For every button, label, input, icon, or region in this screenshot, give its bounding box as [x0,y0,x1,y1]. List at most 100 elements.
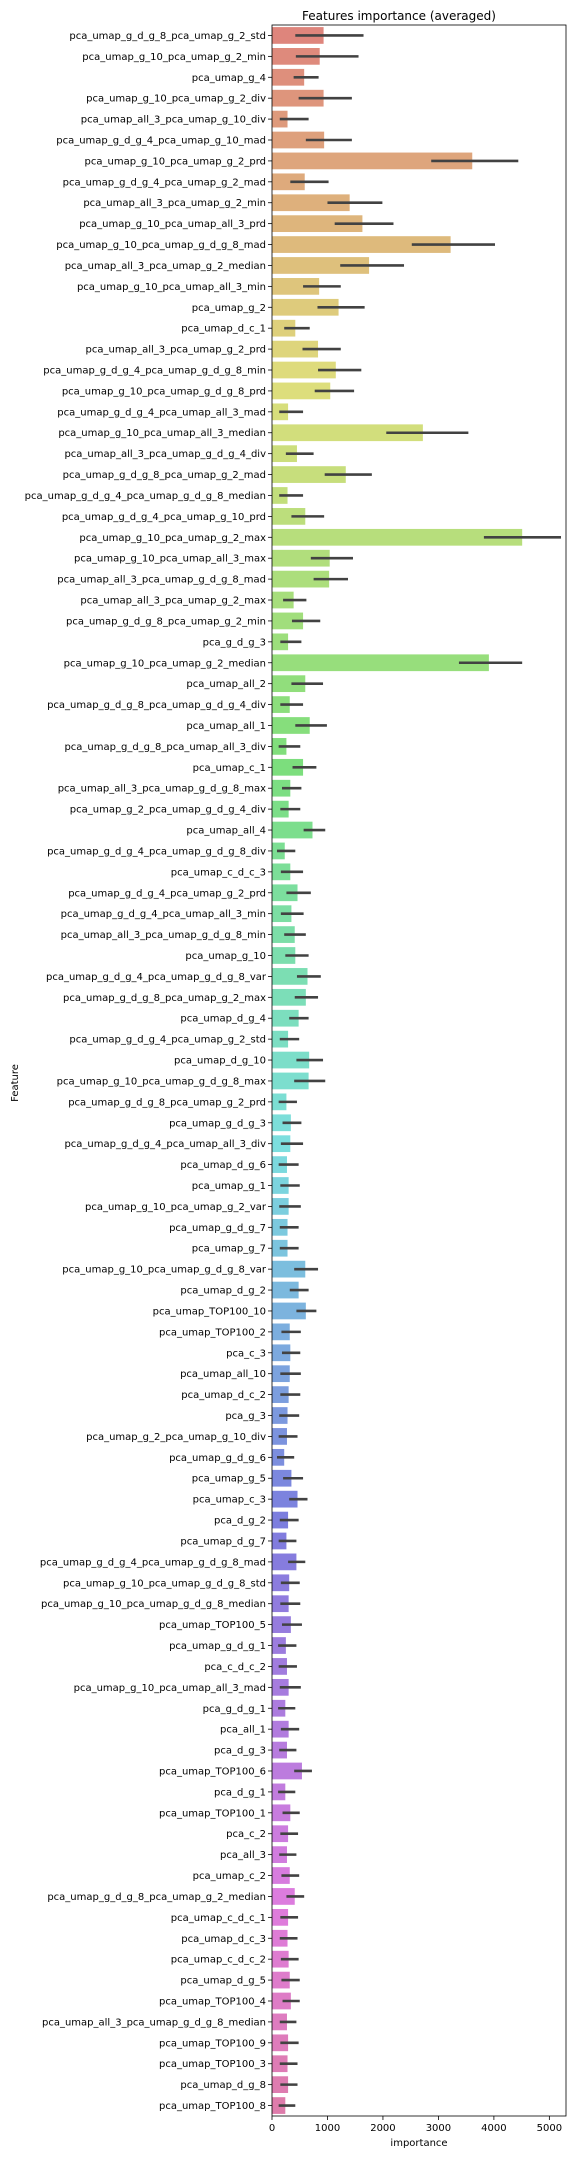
y-tick-label: pca_c_d_c_2 [204,1662,266,1673]
y-tick-label: pca_umap_g_d_g_4_pca_umap_all_3_mad [57,407,266,418]
x-tick-label: 5000 [537,2123,562,2134]
bar-pca_umap_g_10_pca_umap_all_3_prd [272,215,363,233]
bar-pca_umap_g_d_g_4_pca_umap_g_2_prd [272,884,298,902]
x-tick-label: 1000 [315,2123,340,2134]
y-tick-label: pca_umap_d_g_6 [180,1160,266,1171]
bar-pca_umap_c_d_c_1 [272,1908,289,1926]
y-tick-label: pca_d_g_3 [214,1746,266,1757]
bar-pca_all_1 [272,1720,289,1738]
bar-pca_umap_TOP100_5 [272,1616,291,1633]
y-tick-label: pca_umap_g_2_pca_umap_g_10_div [86,1432,266,1443]
y-tick-label: pca_umap_g_d_g_4_pca_umap_g_d_g_8_div [47,846,266,857]
y-tick-label: pca_umap_g_d_g_4_pca_umap_g_d_g_8_min [43,366,266,377]
y-tick-label: pca_umap_g_10_pca_umap_all_3_median [58,428,266,439]
bar-pca_umap_TOP100_1 [272,1804,291,1822]
y-tick-label: pca_umap_TOP100_2 [159,1327,266,1338]
plot-area: pca_umap_g_d_g_8_pca_umap_g_2_std pca_uma… [25,24,567,2134]
y-tick-label: pca_umap_g_d_g_8_pca_umap_g_d_g_4_div [47,700,266,711]
bar-pca_umap_d_g_10 [272,1051,310,1069]
bar-pca_g_d_g_3 [272,633,289,651]
y-tick-label: pca_umap_all_3_pca_umap_g_2_min [83,198,266,209]
bar-pca_umap_d_c_1 [272,319,296,337]
bar-pca_umap_g_10_pca_umap_g_d_g_8_std [272,1574,290,1592]
y-tick-label: pca_umap_d_g_8 [180,2080,266,2091]
y-tick-label: pca_all_3 [220,1850,266,1861]
y-tick-label: pca_umap_d_g_10 [174,1056,266,1067]
y-tick-label: pca_umap_TOP100_5 [159,1620,266,1631]
bar-pca_umap_all_3_pca_umap_g_2_prd [272,340,319,358]
bar-pca_umap_d_g_4 [272,1009,299,1027]
bar-pca_umap_all_3_pca_umap_g_2_min [272,194,350,212]
y-tick-label: pca_umap_all_3_pca_umap_g_10_div [81,115,266,126]
y-tick-label: pca_umap_d_c_2 [181,1390,266,1401]
bar-pca_c_3 [272,1344,291,1362]
y-tick-label: pca_umap_g_d_g_8_pca_umap_g_2_median [47,1892,266,1903]
y-tick-label: pca_umap_g_10_pca_umap_g_2_median [64,658,266,669]
y-tick-label: pca_umap_all_3_pca_umap_g_2_prd [86,345,266,356]
y-tick-label: pca_umap_all_3_pca_umap_g_d_g_8_mad [57,575,266,586]
bar-pca_umap_all_3_pca_umap_g_d_g_8_median [272,2013,287,2031]
y-tick-label: pca_g_d_g_3 [203,637,266,648]
y-tick-label: pca_umap_all_4 [186,826,266,837]
y-tick-label: pca_umap_g_1 [192,1181,266,1192]
bar-pca_umap_TOP100_6 [272,1762,302,1780]
bar-pca_umap_all_1 [272,717,310,734]
y-tick-label: pca_umap_TOP100_4 [159,1996,266,2007]
y-tick-label: pca_umap_g_d_g_6 [169,1453,266,1464]
bar-pca_umap_g_2 [272,298,339,316]
y-tick-label: pca_umap_g_10_pca_umap_g_2_max [79,533,266,544]
y-tick-label: pca_umap_g_d_g_4_pca_umap_g_d_g_8_mad [40,1557,266,1568]
bar-pca_umap_d_g_2 [272,1281,299,1299]
bar-pca_umap_g_d_g_4_pca_umap_g_d_g_8_var [272,968,308,985]
y-tick-label: pca_umap_all_10 [180,1369,266,1380]
bar-pca_umap_c_3 [272,1490,298,1508]
y-tick-label: pca_umap_g_2 [192,303,266,314]
y-tick-label: pca_umap_c_3 [193,1495,266,1506]
bar-pca_umap_g_10_pca_umap_g_d_g_8_mad [272,236,451,253]
bar-pca_umap_g_10 [272,947,296,964]
y-tick-label: pca_umap_d_g_2 [180,1286,266,1297]
y-tick-label: pca_umap_TOP100_9 [159,2038,266,2049]
y-tick-label: pca_umap_c_1 [193,763,266,774]
bar-pca_umap_TOP100_9 [272,2034,289,2052]
y-tick-label: pca_umap_g_10_pca_umap_all_3_min [77,282,266,293]
bar-pca_umap_all_3_pca_umap_g_d_g_4_div [272,445,297,463]
x-tick-label: 2000 [370,2123,395,2134]
y-tick-label: pca_umap_g_d_g_4_pca_umap_g_10_mad [56,136,266,147]
y-tick-label: pca_umap_all_3_pca_umap_g_2_max [80,596,266,607]
y-tick-label: pca_umap_g_10_pca_umap_all_3_prd [79,219,266,230]
y-tick-label: pca_umap_g_d_g_8_pca_umap_g_2_prd [68,1097,266,1108]
y-tick-label: pca_d_g_1 [214,1787,266,1798]
y-tick-label: pca_umap_g_d_g_4_pca_umap_g_2_mad [63,177,266,188]
bar-pca_umap_g_d_g_8_pca_umap_g_2_median [272,1888,295,1905]
y-tick-label: pca_umap_g_d_g_8_pca_umap_g_2_max [63,993,266,1004]
y-tick-label: pca_umap_all_3_pca_umap_g_2_median [65,261,266,272]
y-tick-label: pca_umap_g_d_g_8_pca_umap_g_2_min [66,616,266,627]
bar-pca_umap_g_4 [272,68,305,86]
y-tick-label: pca_umap_g_10_pca_umap_g_d_g_8_mad [56,240,266,251]
y-tick-label: pca_umap_c_d_c_2 [171,1955,266,1966]
y-tick-label: pca_umap_all_3_pca_umap_g_d_g_8_median [42,2017,266,2028]
bar-pca_umap_g_d_g_8_pca_umap_g_2_max [272,988,306,1006]
x-tick-label: 4000 [481,2123,506,2134]
y-tick-label: pca_umap_d_g_7 [180,1536,266,1547]
bar-pca_umap_c_1 [272,758,304,776]
y-tick-label: pca_umap_d_c_1 [181,324,266,335]
y-tick-label: pca_umap_g_10_pca_umap_all_3_mad [74,1683,266,1694]
y-tick-label: pca_g_d_g_1 [203,1704,266,1715]
bar-pca_umap_d_g_5 [272,1971,290,1989]
bar-pca_umap_all_3_pca_umap_g_d_g_8_min [272,926,295,943]
y-tick-label: pca_umap_g_2_pca_umap_g_d_g_4_div [70,805,266,816]
y-tick-label: pca_umap_all_3_pca_umap_g_d_g_4_div [64,449,266,460]
bar-pca_c_2 [272,1825,289,1843]
bar-pca_umap_g_d_g_8_pca_umap_g_2_min [272,612,304,630]
bar-pca_umap_g_10_pca_umap_all_3_min [272,278,320,295]
bar-pca_umap_g_10_pca_umap_all_3_median [272,424,423,442]
bar-pca_umap_g_10_pca_umap_g_2_max [272,528,523,546]
y-tick-label: pca_umap_g_10_pca_umap_g_d_g_8_max [57,1076,266,1087]
y-tick-label: pca_umap_g_d_g_4_pca_umap_all_3_div [64,1139,266,1150]
bar-pca_umap_g_10_pca_umap_g_d_g_8_max [272,1072,309,1090]
y-tick-label: pca_umap_TOP100_8 [159,2101,266,2112]
y-tick-label: pca_umap_g_d_g_3 [169,1118,266,1129]
